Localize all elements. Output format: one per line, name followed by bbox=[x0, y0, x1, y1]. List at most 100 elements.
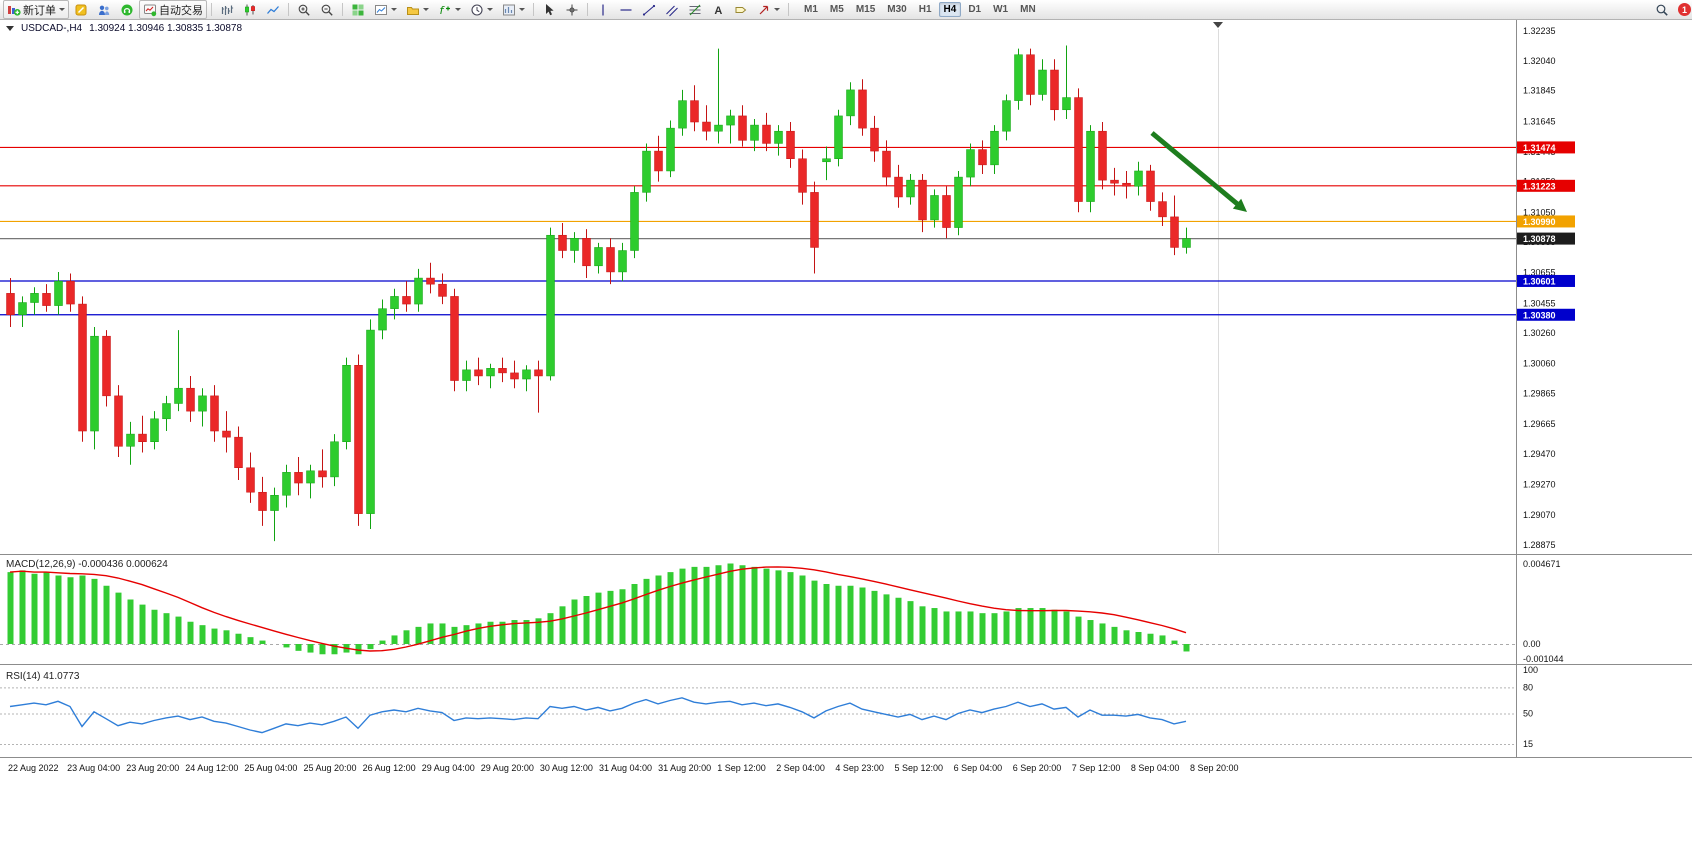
svg-text:15: 15 bbox=[1523, 739, 1533, 749]
svg-text:1.30060: 1.30060 bbox=[1523, 359, 1556, 369]
svg-text:1.28875: 1.28875 bbox=[1523, 540, 1556, 550]
search-button[interactable] bbox=[1651, 0, 1673, 19]
svg-text:2 Sep 04:00: 2 Sep 04:00 bbox=[776, 763, 825, 773]
candlestick-chart-button[interactable] bbox=[239, 0, 261, 19]
equidistant-channel-icon bbox=[666, 5, 678, 16]
collapse-quote-icon[interactable] bbox=[6, 26, 14, 31]
svg-text:23 Aug 04:00: 23 Aug 04:00 bbox=[67, 763, 120, 773]
timeframe-mn[interactable]: MN bbox=[1020, 4, 1036, 15]
svg-text:1.30260: 1.30260 bbox=[1523, 328, 1556, 338]
svg-text:RSI(14) 41.0773: RSI(14) 41.0773 bbox=[6, 671, 80, 682]
metaeditor-button[interactable] bbox=[70, 0, 92, 19]
label-button[interactable] bbox=[730, 0, 752, 19]
new-order-label: 新订单 bbox=[23, 4, 56, 17]
fibonacci-icon bbox=[689, 4, 701, 15]
timeframe-h4[interactable]: H4 bbox=[938, 2, 962, 17]
svg-text:23 Aug 20:00: 23 Aug 20:00 bbox=[126, 763, 179, 773]
line-chart-button[interactable] bbox=[262, 0, 284, 19]
autotrading-label: 自动交易 bbox=[159, 4, 203, 17]
svg-text:1 Sep 12:00: 1 Sep 12:00 bbox=[717, 763, 766, 773]
new-order-button[interactable]: 新订单 bbox=[3, 0, 69, 19]
timeframe-w1[interactable]: W1 bbox=[993, 4, 1009, 15]
caret-down-icon bbox=[487, 8, 493, 11]
cursor-icon bbox=[546, 3, 554, 15]
arrows-button[interactable] bbox=[753, 0, 784, 19]
arrow-object-icon bbox=[759, 5, 769, 14]
svg-text:1.29070: 1.29070 bbox=[1523, 510, 1556, 520]
svg-text:8 Sep 04:00: 8 Sep 04:00 bbox=[1131, 763, 1180, 773]
new-chart-icon bbox=[375, 4, 387, 15]
svg-text:1.32235: 1.32235 bbox=[1523, 26, 1556, 36]
horizontal-levels[interactable]: 1.31474 1.31223 1.30990 1.30878 1.30601 1.303… bbox=[0, 141, 1575, 321]
svg-text:25 Aug 20:00: 25 Aug 20:00 bbox=[304, 763, 357, 773]
cursor-button[interactable] bbox=[538, 0, 560, 19]
svg-text:1.29865: 1.29865 bbox=[1523, 389, 1556, 399]
timeframe-m15[interactable]: M15 bbox=[855, 4, 876, 15]
tile-windows-icon bbox=[352, 4, 364, 15]
periods-button[interactable] bbox=[466, 0, 497, 19]
caret-down-icon bbox=[423, 8, 429, 11]
indicators-button[interactable]: f bbox=[434, 0, 465, 19]
svg-text:1.29470: 1.29470 bbox=[1523, 449, 1556, 459]
timeframe-m30[interactable]: M30 bbox=[887, 4, 907, 15]
bar-chart-button[interactable] bbox=[216, 0, 238, 19]
svg-text:100: 100 bbox=[1523, 665, 1538, 675]
svg-text:80: 80 bbox=[1523, 682, 1533, 692]
svg-text:4 Sep 23:00: 4 Sep 23:00 bbox=[835, 763, 884, 773]
zoom-in-button[interactable] bbox=[293, 0, 315, 19]
timeframe-d1[interactable]: D1 bbox=[968, 4, 982, 15]
svg-text:25 Aug 04:00: 25 Aug 04:00 bbox=[244, 763, 297, 773]
zoom-out-button[interactable] bbox=[316, 0, 338, 19]
support-button[interactable] bbox=[116, 0, 138, 19]
svg-text:6 Sep 20:00: 6 Sep 20:00 bbox=[1013, 763, 1062, 773]
horizontal-line-button[interactable] bbox=[615, 0, 637, 19]
caret-down-icon bbox=[59, 8, 65, 11]
crosshair-button[interactable] bbox=[561, 0, 583, 19]
svg-text:30 Aug 12:00: 30 Aug 12:00 bbox=[540, 763, 593, 773]
templates-button[interactable] bbox=[498, 0, 529, 19]
caret-down-icon bbox=[455, 8, 461, 11]
vertical-line-button[interactable] bbox=[592, 0, 614, 19]
caret-down-icon bbox=[391, 8, 397, 11]
svg-text:1.31223: 1.31223 bbox=[1523, 181, 1556, 191]
search-icon bbox=[1656, 4, 1668, 16]
support-icon bbox=[121, 4, 133, 15]
svg-text:7 Sep 12:00: 7 Sep 12:00 bbox=[1072, 763, 1121, 773]
svg-text:1.29270: 1.29270 bbox=[1523, 480, 1556, 490]
tile-windows-button[interactable] bbox=[347, 0, 369, 19]
autotrading-button[interactable]: 自动交易 bbox=[139, 0, 207, 19]
notification-badge[interactable]: 1 bbox=[1678, 3, 1691, 16]
svg-text:0.00: 0.00 bbox=[1523, 639, 1541, 649]
bar-chart-icon bbox=[221, 5, 234, 15]
profiles-button[interactable] bbox=[402, 0, 433, 19]
candlestick-chart-icon bbox=[245, 4, 255, 15]
equidistant-channel-button[interactable] bbox=[661, 0, 683, 19]
text-button[interactable]: A bbox=[707, 0, 729, 19]
candles bbox=[6, 45, 1191, 542]
svg-text:-0.001044: -0.001044 bbox=[1523, 654, 1564, 664]
svg-text:31 Aug 04:00: 31 Aug 04:00 bbox=[599, 763, 652, 773]
svg-text:1.30990: 1.30990 bbox=[1523, 217, 1556, 227]
svg-text:1.32040: 1.32040 bbox=[1523, 56, 1556, 66]
toolbar: 新订单 bbox=[0, 0, 1692, 20]
axes: 1.322351.320401.318451.316451.314451.312… bbox=[0, 20, 1692, 773]
timeframe-h1[interactable]: H1 bbox=[918, 4, 932, 15]
svg-text:1.30601: 1.30601 bbox=[1523, 276, 1556, 286]
periods-clock-icon bbox=[471, 3, 483, 16]
toolbar-separator bbox=[342, 3, 343, 16]
svg-text:26 Aug 12:00: 26 Aug 12:00 bbox=[363, 763, 416, 773]
ohlc-quote-label: 1.30924 1.30946 1.30835 1.30878 bbox=[89, 23, 243, 34]
community-button[interactable] bbox=[93, 0, 115, 19]
svg-text:1.31050: 1.31050 bbox=[1523, 207, 1556, 217]
timeframe-m5[interactable]: M5 bbox=[829, 4, 844, 15]
annotations[interactable] bbox=[1150, 131, 1247, 212]
fibonacci-button[interactable] bbox=[684, 0, 706, 19]
caret-down-icon bbox=[519, 8, 525, 11]
trendline-button[interactable] bbox=[638, 0, 660, 19]
timeframe-m1[interactable]: M1 bbox=[804, 4, 818, 15]
svg-text:5 Sep 12:00: 5 Sep 12:00 bbox=[895, 763, 944, 773]
new-chart-button[interactable] bbox=[370, 0, 401, 19]
